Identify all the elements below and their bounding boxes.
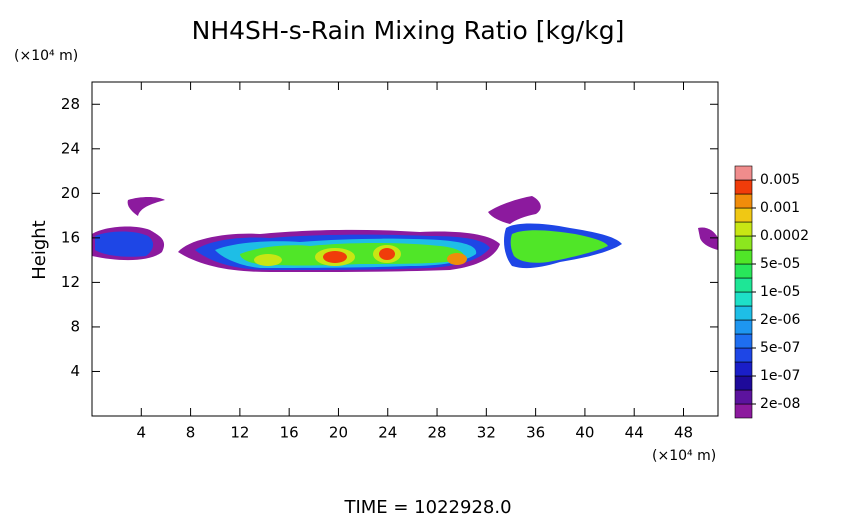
colorbar-band — [734, 221, 753, 237]
contour-region — [127, 197, 165, 216]
colorbar-label: 0.0002 — [760, 228, 809, 244]
y-tick-label: 8 — [70, 317, 80, 335]
contour-region — [379, 248, 395, 260]
colorbar-label: 2e-06 — [760, 312, 800, 328]
colorbar-band — [734, 361, 753, 377]
colorbar-band — [734, 375, 753, 391]
colorbar-label: 2e-08 — [760, 396, 800, 412]
x-tick-label: 20 — [329, 424, 348, 442]
x-tick-label: 16 — [280, 424, 299, 442]
colorbar-band — [734, 165, 753, 181]
y-axis-label: Height — [29, 220, 50, 280]
x-tick-label: 32 — [477, 424, 496, 442]
contour-region — [698, 227, 718, 250]
contour-region — [447, 253, 467, 265]
colorbar-band — [734, 193, 753, 209]
colorbar-band — [734, 263, 753, 279]
y-unit: (×10⁴ m) — [14, 48, 78, 64]
contour-field — [92, 196, 718, 272]
colorbar-band — [734, 235, 753, 251]
colorbar-band — [734, 291, 753, 307]
colorbar-band — [734, 179, 753, 195]
chart-title: NH4SH-s-Rain Mixing Ratio [kg/kg] — [192, 16, 625, 45]
x-tick-label: 40 — [575, 424, 594, 442]
colorbar-band — [734, 333, 753, 349]
footer: TIME = 1022928.0 — [343, 497, 511, 518]
x-tick-label: 44 — [625, 424, 644, 442]
x-tick-label: 48 — [674, 424, 693, 442]
colorbar-band — [734, 403, 753, 419]
contour-region — [488, 196, 541, 224]
colorbar-band — [734, 249, 753, 265]
plot-frame — [91, 81, 719, 417]
x-tick-label: 4 — [137, 424, 147, 442]
y-tick-label: 12 — [61, 273, 80, 291]
x-tick-label: 36 — [526, 424, 545, 442]
colorbar-band — [734, 347, 753, 363]
x-tick-label: 8 — [186, 424, 196, 442]
x-tick-label: 28 — [427, 424, 446, 442]
colorbar-band — [734, 277, 753, 293]
contour-region — [510, 230, 608, 263]
y-tick-label: 28 — [61, 95, 80, 113]
colorbar-band — [734, 389, 753, 405]
colorbar-label: 5e-05 — [760, 256, 800, 272]
y-tick-label: 20 — [61, 184, 80, 202]
x-unit: (×10⁴ m) — [652, 448, 716, 464]
colorbar-label: 1e-05 — [760, 284, 800, 300]
colorbar-label: 5e-07 — [760, 340, 800, 356]
colorbar-label: 1e-07 — [760, 368, 800, 384]
colorbar-band — [734, 305, 753, 321]
x-tick-label: 24 — [378, 424, 397, 442]
contour-region — [95, 231, 154, 257]
contour-region — [323, 251, 347, 263]
colorbar-label: 0.001 — [760, 200, 800, 216]
colorbar-band — [734, 207, 753, 223]
x-tick-label: 12 — [230, 424, 249, 442]
y-tick-label: 4 — [70, 362, 80, 380]
y-tick-label: 24 — [61, 139, 80, 157]
contour-region — [254, 254, 282, 266]
colorbar-band — [734, 319, 753, 335]
y-tick-label: 16 — [61, 228, 80, 246]
colorbar-label: 0.005 — [760, 172, 800, 188]
